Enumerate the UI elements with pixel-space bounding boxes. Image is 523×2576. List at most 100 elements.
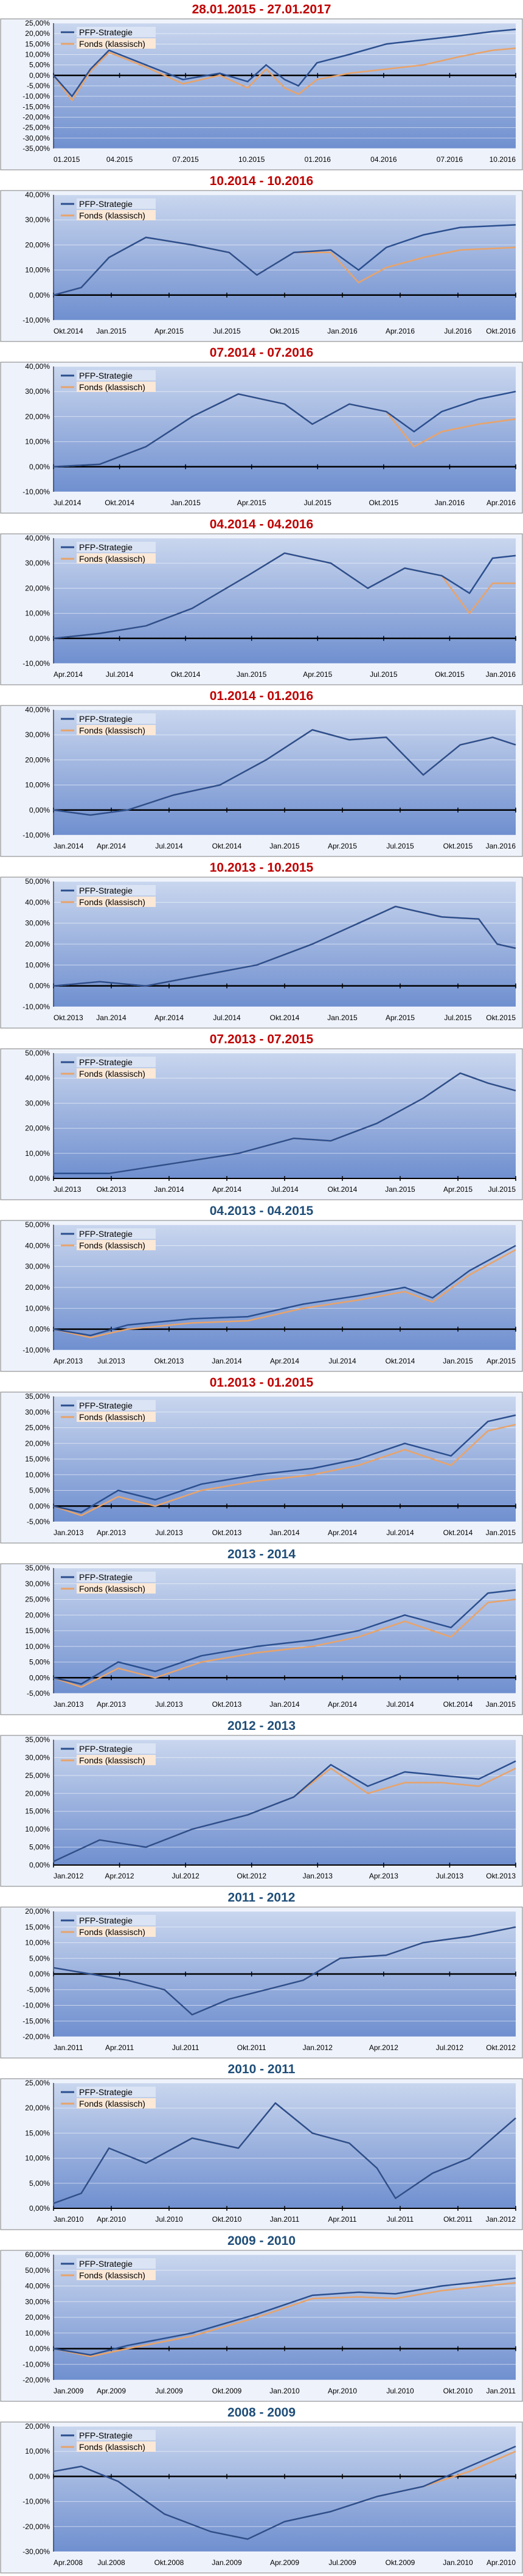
x-tick-label: 07.2016 xyxy=(437,155,463,164)
y-tick-label: 0,00% xyxy=(29,2345,50,2353)
x-tick-label: Apr.2015 xyxy=(154,327,184,335)
legend: PFP-Strategie Fonds (klassisch) xyxy=(61,2087,156,2109)
x-tick-label: Okt.2010 xyxy=(443,2387,473,2395)
legend-entry: Fonds (klassisch) xyxy=(79,726,145,735)
chart-title: 2013 - 2014 xyxy=(227,1547,296,1561)
x-tick-label: Jan.2012 xyxy=(486,2215,516,2224)
legend-entry: PFP-Strategie xyxy=(79,2431,133,2440)
x-tick-label: Jul.2015 xyxy=(304,499,332,507)
legend-entry: PFP-Strategie xyxy=(79,199,133,209)
x-tick-label: Jul.2009 xyxy=(328,2558,356,2567)
x-tick-label: Jan.2016 xyxy=(486,842,516,850)
y-tick-label: 0,00% xyxy=(29,806,50,814)
series-line-pfp-strategie xyxy=(53,905,516,987)
y-tick-label: 0,00% xyxy=(29,1325,50,1334)
series-line-pfp-strategie xyxy=(53,29,516,97)
line-chart: 50,00% 40,00% 30,00% 20,00% 10,00% 0,00% Jul.2… xyxy=(0,1048,523,1200)
x-tick-label: Apr.2014 xyxy=(270,1357,299,1365)
y-tick-label: 15,00% xyxy=(25,2129,50,2137)
x-tick-label: 04.2016 xyxy=(370,155,397,164)
x-tick-label: Okt.2015 xyxy=(270,327,300,335)
legend-entry: Fonds (klassisch) xyxy=(79,1927,145,1937)
line-chart: 40,00% 30,00% 20,00% 10,00% 0,00% -10,00% Apr.… xyxy=(0,533,523,685)
y-tick-label: 20,00% xyxy=(25,584,50,592)
legend-entry: PFP-Strategie xyxy=(79,714,133,724)
y-tick-label: 20,00% xyxy=(25,1789,50,1797)
legend-entry: Fonds (klassisch) xyxy=(79,2270,145,2280)
x-tick-label: Jan.2015 xyxy=(269,842,300,850)
y-tick-label: 0,00% xyxy=(29,1502,50,1510)
x-tick-label: Okt.2015 xyxy=(486,1013,516,1022)
y-tick-label: 15,00% xyxy=(25,40,50,48)
series-line-pfp-strategie xyxy=(53,1926,516,2016)
series-line-fonds-klassisch xyxy=(53,1249,516,1339)
x-tick-label: Okt.2015 xyxy=(443,842,473,850)
x-tick-label: Okt.2014 xyxy=(443,1700,473,1709)
y-tick-label: 0,00% xyxy=(29,2472,50,2480)
legend: PFP-Strategie Fonds (klassisch) xyxy=(61,370,156,392)
line-chart: 20,00% 15,00% 10,00% 5,00% 0,00% -5,00% -10,00… xyxy=(0,1906,523,2059)
legend-entry: PFP-Strategie xyxy=(79,1057,133,1067)
y-tick-label: -5,00% xyxy=(27,1517,50,1526)
legend-entry: Fonds (klassisch) xyxy=(79,211,145,220)
x-tick-label: 10.2016 xyxy=(490,155,516,164)
y-tick-label: 15,00% xyxy=(25,1455,50,1463)
legend-entry: Fonds (klassisch) xyxy=(79,382,145,392)
y-tick-label: 10,00% xyxy=(25,961,50,969)
x-tick-label: Okt.2013 xyxy=(486,1872,516,1880)
y-tick-label: 40,00% xyxy=(25,534,50,542)
series-line-pfp-strategie xyxy=(53,1760,516,1863)
y-tick-label: 0,00% xyxy=(29,1970,50,1978)
y-tick-label: -10,00% xyxy=(23,1346,50,1354)
legend: PFP-Strategie Fonds (klassisch) xyxy=(61,885,156,907)
y-tick-label: 20,00% xyxy=(25,2313,50,2322)
line-chart: 40,00% 30,00% 20,00% 10,00% 0,00% -10,00% Jan.… xyxy=(0,705,523,857)
y-tick-label: 30,00% xyxy=(25,919,50,928)
x-tick-label: Apr.2008 xyxy=(54,2558,83,2567)
x-tick-label: Jan.2010 xyxy=(269,2387,300,2395)
legend-entry: Fonds (klassisch) xyxy=(79,554,145,564)
y-tick-label: -10,00% xyxy=(23,488,50,496)
x-tick-label: 01.2015 xyxy=(54,155,80,164)
y-tick-label: -10,00% xyxy=(23,92,50,100)
legend: PFP-Strategie Fonds (klassisch) xyxy=(61,1057,156,1079)
x-tick-label: Jan.2014 xyxy=(269,1700,300,1709)
series-line-pfp-strategie xyxy=(53,729,516,816)
x-tick-label: Jan.2016 xyxy=(435,499,465,507)
chart-panel: 07.2013 - 07.2015 50,00% 40,00% 30,00% 20,00… xyxy=(0,1030,523,1202)
y-tick-label: -20,00% xyxy=(23,2376,50,2384)
y-tick-label: 5,00% xyxy=(29,2179,50,2188)
legend: PFP-Strategie Fonds (klassisch) xyxy=(61,1572,156,1594)
x-tick-label: Okt.2010 xyxy=(212,2215,242,2224)
chart-title: 2009 - 2010 xyxy=(227,2234,296,2248)
chart-title: 04.2014 - 04.2016 xyxy=(209,517,314,531)
chart-title: 01.2013 - 01.2015 xyxy=(209,1376,314,1390)
y-tick-label: -30,00% xyxy=(23,2547,50,2556)
legend-entry: Fonds (klassisch) xyxy=(79,1412,145,1422)
line-chart: 35,00% 30,00% 25,00% 20,00% 15,00% 10,00% 5,00… xyxy=(0,1563,523,1715)
x-tick-label: Apr.2016 xyxy=(386,327,415,335)
y-tick-label: 10,00% xyxy=(25,781,50,789)
legend-entry: Fonds (klassisch) xyxy=(79,1241,145,1250)
x-tick-label: Jul.2008 xyxy=(97,2558,125,2567)
legend-entry: PFP-Strategie xyxy=(79,1401,133,1410)
legend-entry: PFP-Strategie xyxy=(79,371,133,380)
y-tick-label: -10,00% xyxy=(23,831,50,839)
legend: PFP-Strategie Fonds (klassisch) xyxy=(61,542,156,564)
x-tick-label: Jul.2015 xyxy=(444,1013,472,1022)
x-tick-label: Okt.2014 xyxy=(212,842,242,850)
y-tick-label: 0,00% xyxy=(29,463,50,471)
series-line-pfp-strategie xyxy=(54,1072,516,1175)
x-tick-label: Jan.2015 xyxy=(170,499,201,507)
y-tick-label: 25,00% xyxy=(25,1595,50,1604)
legend: PFP-Strategie Fonds (klassisch) xyxy=(61,1915,156,1937)
chart-panel: 04.2014 - 04.2016 40,00% 30,00% 20,00% 10,00… xyxy=(0,515,523,687)
chart-panel: 2009 - 2010 60,00% 50,00% 40,00% 30,00% 20,00… xyxy=(0,2231,523,2403)
legend-entry: Fonds (klassisch) xyxy=(79,2442,145,2452)
x-tick-label: Jul.2015 xyxy=(370,670,398,679)
y-tick-label: 10,00% xyxy=(25,1939,50,1947)
x-tick-label: Okt.2013 xyxy=(154,1357,184,1365)
y-tick-label: 30,00% xyxy=(25,215,50,224)
x-tick-label: 10.2015 xyxy=(238,155,265,164)
series-line-fonds-klassisch xyxy=(53,1598,516,1688)
